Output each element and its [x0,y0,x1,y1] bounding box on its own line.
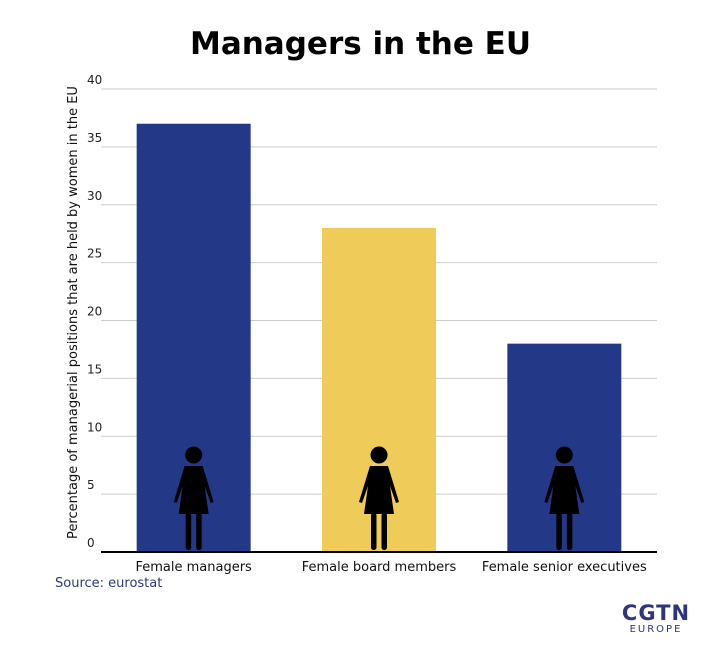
x-tick-label: Female senior executives [482,560,647,575]
cgtn-logo: CGTN EUROPE [620,602,692,636]
x-tick-label: Female board members [302,560,457,575]
woman-figure-icon [173,446,214,550]
y-tick-label: 25 [87,247,102,261]
y-tick-label: 20 [87,305,102,319]
source-note: Source: eurostat [55,576,163,591]
y-tick-label: 35 [87,131,102,145]
y-tick-label: 10 [87,420,102,434]
logo-sub: EUROPE [629,624,683,635]
y-tick-label: 5 [87,478,95,492]
y-tick-label: 30 [87,189,102,203]
y-axis-label: Percentage of managerial positions that … [66,86,81,539]
y-tick-label: 0 [87,536,95,550]
chart-title: Managers in the EU [189,26,532,62]
woman-figure-icon [359,446,399,550]
x-tick-label: Female managers [135,560,252,575]
woman-figure-icon [544,446,585,550]
y-tick-label: 40 [87,73,102,87]
logo-main: CGTN [621,601,691,625]
y-tick-label: 15 [87,362,102,376]
